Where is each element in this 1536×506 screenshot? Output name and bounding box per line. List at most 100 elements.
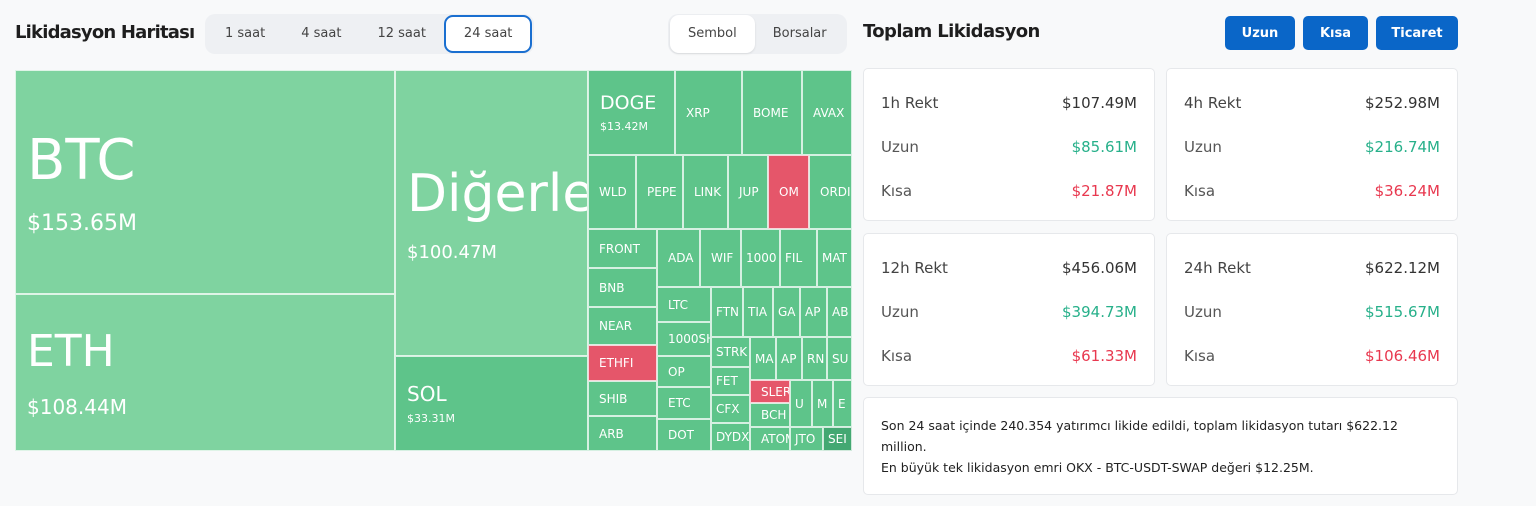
cell-symbol: AP bbox=[781, 351, 797, 366]
cell-symbol: ETH bbox=[27, 326, 115, 377]
treemap-cell-rn[interactable]: RN bbox=[802, 337, 827, 380]
treemap-cell-tia[interactable]: TIA bbox=[743, 287, 773, 337]
treemap-cell-m[interactable]: M bbox=[812, 380, 833, 427]
cell-value: $13.42M bbox=[600, 120, 648, 133]
card-label: 1h Rekt bbox=[881, 94, 939, 112]
cell-symbol: XRP bbox=[686, 105, 710, 120]
long-label: Uzun bbox=[881, 303, 919, 321]
treemap-cell-mat[interactable]: MAT bbox=[817, 229, 852, 287]
treemap-cell-ma[interactable]: MA bbox=[750, 337, 776, 380]
treemap-cell-fet[interactable]: FET bbox=[711, 367, 750, 395]
card-total: $107.49M bbox=[1062, 94, 1137, 112]
treemap-cell-front[interactable]: FRONT bbox=[588, 229, 657, 268]
treemap-cell-sol[interactable]: SOL $33.31M bbox=[395, 356, 588, 451]
treemap-cell-sler[interactable]: SLER bbox=[750, 380, 790, 403]
treemap-cell-om[interactable]: OM bbox=[768, 155, 809, 229]
cell-symbol: 1000SH bbox=[668, 332, 711, 346]
treemap-cell-op[interactable]: OP bbox=[657, 356, 711, 387]
short-label: Kısa bbox=[881, 347, 913, 365]
treemap-cell-ap[interactable]: AP bbox=[800, 287, 827, 337]
long-label: Uzun bbox=[1184, 138, 1222, 156]
treemap-cell-btc[interactable]: BTC $153.65M bbox=[15, 70, 395, 294]
treemap-cell-dot[interactable]: DOT bbox=[657, 419, 711, 451]
treemap-cell-1000[interactable]: 1000 bbox=[741, 229, 780, 287]
treemap-cell-jto[interactable]: JTO bbox=[790, 427, 823, 451]
summary-title: Toplam Likidasyon bbox=[863, 21, 1040, 42]
treemap-cell-wld[interactable]: WLD bbox=[588, 155, 636, 229]
treemap-cell-u[interactable]: U bbox=[790, 380, 812, 427]
cell-symbol: STRK bbox=[716, 345, 748, 359]
cell-symbol: U bbox=[795, 396, 804, 411]
treemap-cell-ab[interactable]: AB bbox=[827, 287, 852, 337]
tab-4h[interactable]: 4 saat bbox=[301, 26, 342, 41]
cell-symbol: ARB bbox=[599, 426, 624, 441]
tab-24h[interactable]: 24 saat bbox=[443, 15, 533, 53]
cell-value: $108.44M bbox=[27, 395, 127, 419]
treemap-cell-sei[interactable]: SEI bbox=[823, 427, 852, 451]
tab-1h[interactable]: 1 saat bbox=[225, 26, 266, 41]
treemap-cell-bnb[interactable]: BNB bbox=[588, 268, 657, 307]
treemap-cell-ga[interactable]: GA bbox=[773, 287, 800, 337]
treemap-cell-ftn[interactable]: FTN bbox=[711, 287, 743, 337]
treemap-cell-bch[interactable]: BCH bbox=[750, 403, 790, 427]
tab-exchanges[interactable]: Borsalar bbox=[772, 26, 827, 41]
treemap-cell-ordi[interactable]: ORDI bbox=[809, 155, 852, 229]
treemap-cell-fil[interactable]: FIL bbox=[780, 229, 817, 287]
treemap-cell-atom[interactable]: ATOM bbox=[750, 427, 790, 451]
treemap-cell-etc[interactable]: ETC bbox=[657, 387, 711, 419]
treemap-cell-doge[interactable]: DOGE $13.42M bbox=[588, 70, 675, 155]
trade-button[interactable]: Ticaret bbox=[1376, 16, 1458, 50]
cell-symbol: SLER bbox=[761, 384, 790, 399]
short-button[interactable]: Kısa bbox=[1303, 16, 1368, 50]
cell-symbol: DYDX bbox=[716, 430, 750, 444]
cell-symbol: DOGE bbox=[600, 92, 657, 114]
cell-symbol: SU bbox=[832, 351, 849, 366]
treemap-cell-dydx[interactable]: DYDX bbox=[711, 423, 750, 451]
treemap-cell-cfx[interactable]: CFX bbox=[711, 395, 750, 423]
treemap-cell-e[interactable]: E bbox=[833, 380, 852, 427]
tab-12h[interactable]: 12 saat bbox=[377, 26, 426, 41]
treemap-cell-shib[interactable]: SHIB bbox=[588, 381, 657, 416]
treemap-cell-eth[interactable]: ETH $108.44M bbox=[15, 294, 395, 451]
cell-symbol: ATOM bbox=[761, 432, 789, 446]
treemap-cell-ltc[interactable]: LTC bbox=[657, 287, 711, 322]
cell-symbol: JUP bbox=[739, 185, 759, 199]
cell-symbol: SOL bbox=[407, 382, 447, 406]
cell-symbol: FRONT bbox=[599, 241, 640, 256]
cell-symbol: ADA bbox=[668, 251, 694, 265]
treemap-cell-su[interactable]: SU bbox=[827, 337, 852, 380]
treemap-cell-ap[interactable]: AP bbox=[776, 337, 802, 380]
cell-symbol: AB bbox=[832, 305, 849, 319]
cell-symbol: MAT bbox=[822, 251, 847, 265]
page-title: Likidasyon Haritası bbox=[15, 22, 195, 43]
cell-symbol: AP bbox=[805, 305, 821, 319]
treemap-cell-ada[interactable]: ADA bbox=[657, 229, 700, 287]
cell-symbol: NEAR bbox=[599, 319, 633, 333]
treemap-cell-xrp[interactable]: XRP bbox=[675, 70, 742, 155]
treemap-cell-ethfi[interactable]: ETHFI bbox=[588, 345, 657, 381]
short-value: $36.24M bbox=[1374, 182, 1440, 200]
treemap-cell-strk[interactable]: STRK bbox=[711, 337, 750, 367]
treemap-cell-arb[interactable]: ARB bbox=[588, 416, 657, 451]
card-total: $456.06M bbox=[1062, 259, 1137, 277]
tab-symbol[interactable]: Sembol bbox=[670, 15, 755, 53]
treemap-cell-avax[interactable]: AVAX bbox=[802, 70, 852, 155]
long-button[interactable]: Uzun bbox=[1225, 16, 1295, 50]
cell-symbol: RN bbox=[807, 351, 825, 366]
treemap-cell-link[interactable]: LINK bbox=[683, 155, 728, 229]
liquidation-treemap: BTC $153.65M ETH $108.44M Diğerle $100.47M SOL… bbox=[15, 70, 852, 451]
rekt-card: 12h Rekt $456.06M Uzun $394.73M Kısa $61.33… bbox=[863, 233, 1155, 386]
treemap-cell-pepe[interactable]: PEPE bbox=[636, 155, 683, 229]
treemap-cell-bome[interactable]: BOME bbox=[742, 70, 802, 155]
cell-value: $100.47M bbox=[407, 241, 497, 263]
short-value: $61.33M bbox=[1071, 347, 1137, 365]
treemap-cell-wif[interactable]: WIF bbox=[700, 229, 741, 287]
cell-symbol: OM bbox=[779, 185, 799, 199]
rekt-card: 4h Rekt $252.98M Uzun $216.74M Kısa $36.24M bbox=[1166, 68, 1458, 221]
treemap-cell-1000sh[interactable]: 1000SH bbox=[657, 322, 711, 356]
treemap-cell-diğerle[interactable]: Diğerle $100.47M bbox=[395, 70, 588, 356]
cell-symbol: WIF bbox=[711, 251, 734, 265]
treemap-cell-jup[interactable]: JUP bbox=[728, 155, 768, 229]
cell-value: $153.65M bbox=[27, 211, 137, 236]
treemap-cell-near[interactable]: NEAR bbox=[588, 307, 657, 345]
